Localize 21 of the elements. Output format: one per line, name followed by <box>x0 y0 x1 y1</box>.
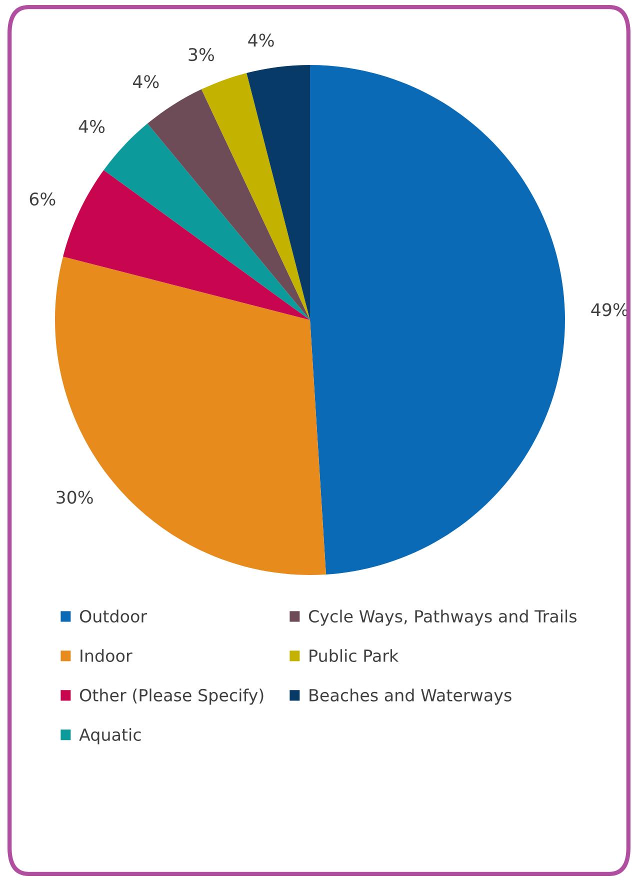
pie-slice <box>63 170 310 320</box>
data-label: 4% <box>248 34 274 47</box>
pie-slice <box>201 73 310 320</box>
legend-label: Outdoor <box>80 610 148 623</box>
pie-slice <box>55 256 326 575</box>
data-label: 4% <box>78 120 105 134</box>
legend-label: Beaches and Waterways <box>310 688 512 705</box>
legend-label: Public Park <box>310 649 399 662</box>
data-label: 4% <box>133 75 159 88</box>
data-label: 30% <box>56 490 93 504</box>
data-label: 49% <box>591 303 628 316</box>
data-label: 3% <box>188 48 214 62</box>
pie-slice <box>147 89 310 320</box>
data-label: 6% <box>30 192 56 206</box>
pie-slice <box>310 65 565 574</box>
pie-slice <box>246 65 310 320</box>
legend-label: Aquatic <box>79 728 141 744</box>
legend-label: Other (Please Specify) <box>80 688 264 705</box>
pie-slice <box>104 124 310 320</box>
legend-label: Indoor <box>80 649 132 662</box>
legend-label: Cycle Ways, Pathways and Trails <box>308 610 577 626</box>
